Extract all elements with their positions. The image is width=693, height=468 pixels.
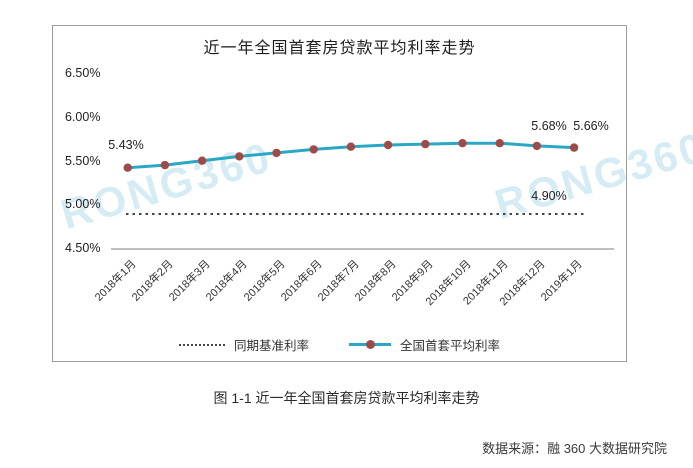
y-axis-tick-label: 5.50% [65, 153, 101, 168]
legend-item-benchmark: 同期基准利率 [178, 335, 309, 354]
chart-title: 近一年全国首套房贷款平均利率走势 [203, 40, 476, 57]
data-label-dec: 5.68% [531, 119, 567, 133]
legend-label: 全国首套平均利率 [400, 339, 501, 353]
data-point-marker [569, 143, 579, 152]
data-label-jan: 5.66% [573, 119, 609, 133]
figure-caption: 图 1-1 近一年全国首套房贷款平均利率走势 [213, 390, 480, 406]
data-point-marker [309, 145, 318, 154]
chart-frame: 近一年全国首套房贷款平均利率走势 6.50% 6.00% 5.50% 5.00% 4.5… [52, 25, 627, 362]
data-label-first: 5.43% [108, 138, 144, 152]
data-label-baseline: 4.90% [531, 189, 567, 203]
legend-marker-dot [365, 340, 375, 349]
data-point-marker [383, 140, 393, 150]
y-axis-tick-label: 6.50% [65, 66, 101, 81]
data-point-marker [197, 156, 207, 165]
data-point-marker [421, 139, 430, 149]
data-point-marker [346, 142, 356, 151]
data-source: 数据来源：融 360 大数据研究院 [482, 441, 667, 456]
legend-dotted-line-swatch [178, 343, 225, 346]
data-point-marker [160, 160, 170, 170]
data-point-marker [532, 141, 542, 151]
data-point-marker [272, 148, 281, 158]
data-point-marker [235, 152, 244, 161]
y-axis-tick-label: 4.50% [65, 241, 101, 255]
legend-label: 同期基准利率 [233, 339, 309, 353]
y-axis-tick-label: 6.00% [65, 109, 101, 124]
legend-line-marker-swatch [349, 340, 391, 349]
legend: 同期基准利率 全国首套平均利率 [53, 335, 626, 354]
plot-area [111, 139, 614, 250]
data-point-marker [495, 139, 504, 148]
y-axis-tick-label: 5.00% [65, 197, 101, 212]
data-point-marker [458, 139, 467, 148]
legend-item-average: 全国首套平均利率 [349, 335, 500, 354]
data-point-marker [123, 163, 132, 172]
